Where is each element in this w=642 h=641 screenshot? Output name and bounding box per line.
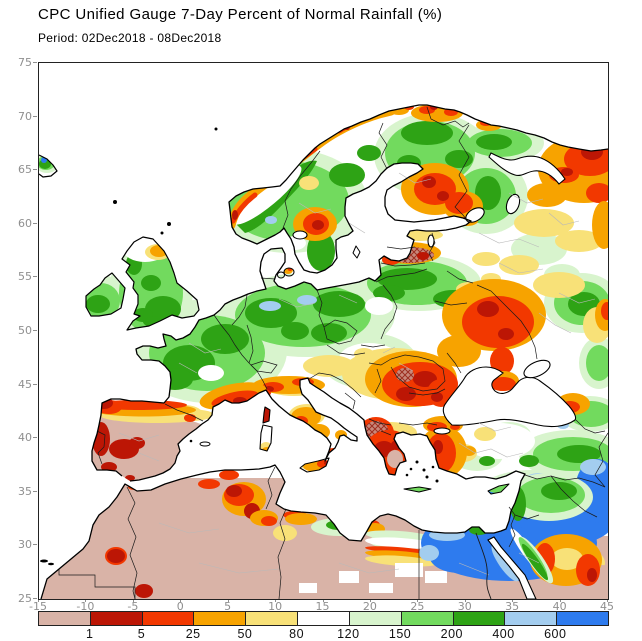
x-tick-mark — [227, 598, 229, 602]
y-tick-mark — [33, 115, 37, 117]
europe-rainfall-map — [39, 104, 608, 599]
y-tick-mark — [33, 490, 37, 492]
y-tick-label: 65 — [18, 163, 32, 177]
colorbar-boundary-label: 1 — [85, 627, 94, 641]
x-tick-label: -5 — [127, 600, 139, 613]
colorbar-segment — [297, 612, 349, 625]
x-tick-mark — [132, 598, 134, 602]
y-tick-mark — [33, 598, 37, 599]
x-tick-label: 20 — [362, 600, 377, 613]
x-tick-label: 15 — [315, 600, 330, 613]
colorbar-boundary-label: 120 — [337, 627, 360, 641]
colorbar-segment — [193, 612, 246, 625]
colorbar-segment — [89, 612, 142, 625]
y-tick-mark — [33, 437, 37, 439]
x-tick-mark — [180, 598, 182, 602]
x-tick-mark — [38, 598, 39, 602]
x-tick-label: 30 — [457, 600, 472, 613]
y-tick-label: 60 — [18, 216, 32, 230]
colorbar-segment — [348, 612, 401, 625]
colorbar-boundary-label: 5 — [137, 627, 146, 641]
colorbar-segment — [400, 612, 453, 625]
x-tick-label: 45 — [600, 600, 614, 613]
y-tick-label: 30 — [18, 538, 32, 552]
colorbar-boundary-label: 150 — [388, 627, 412, 641]
y-tick-label: 45 — [18, 377, 32, 391]
colorbar-boundary-label: 600 — [544, 627, 567, 641]
x-tick-mark — [417, 598, 419, 602]
x-tick-mark — [607, 598, 608, 602]
x-tick-label: 5 — [224, 600, 232, 613]
y-tick-mark — [33, 222, 37, 224]
x-tick-mark — [322, 598, 324, 602]
y-tick-label: 75 — [18, 56, 32, 69]
page-title: CPC Unified Gauge 7-Day Percent of Norma… — [38, 6, 443, 23]
x-tick-mark — [369, 598, 371, 602]
y-tick-label: 50 — [18, 324, 32, 337]
map-plot-frame — [38, 62, 609, 600]
x-tick-label: 10 — [268, 600, 283, 613]
x-tick-mark — [464, 598, 466, 602]
y-tick-label: 55 — [18, 270, 32, 284]
colorbar — [38, 611, 609, 626]
x-tick-label: 40 — [552, 600, 567, 613]
colorbar-segment — [245, 612, 298, 625]
x-tick-mark — [512, 598, 514, 602]
period-subtitle: Period: 02Dec2018 - 08Dec2018 — [38, 31, 222, 45]
x-tick-label: 35 — [505, 600, 520, 613]
colorbar-boundary-label: 80 — [289, 627, 305, 641]
y-tick-mark — [33, 276, 37, 278]
colorbar-segment — [141, 612, 194, 625]
y-tick-mark — [33, 330, 37, 331]
y-tick-label: 70 — [18, 109, 32, 123]
colorbar-segment — [504, 612, 557, 625]
y-tick-mark — [33, 62, 37, 63]
y-tick-mark — [33, 544, 37, 546]
y-tick-label: 25 — [18, 592, 32, 605]
x-tick-label: 0 — [176, 600, 184, 613]
x-tick-label: -10 — [76, 600, 95, 613]
x-tick-mark — [559, 598, 561, 602]
x-tick-mark — [275, 598, 277, 602]
colorbar-boundary-label: 25 — [185, 627, 201, 641]
colorbar-segment — [452, 612, 505, 625]
x-tick-label: -15 — [29, 600, 47, 613]
colorbar-boundary-label: 400 — [492, 627, 515, 641]
y-tick-mark — [33, 383, 37, 385]
x-tick-label: 25 — [410, 600, 425, 613]
y-tick-label: 40 — [18, 431, 32, 445]
colorbar-segment — [556, 612, 608, 625]
colorbar-boundary-label: 200 — [440, 627, 463, 641]
x-tick-mark — [85, 598, 87, 602]
colorbar-boundary-label: 50 — [237, 627, 253, 641]
y-tick-label: 35 — [18, 484, 32, 498]
y-tick-mark — [33, 169, 37, 171]
colorbar-segment — [39, 612, 90, 625]
